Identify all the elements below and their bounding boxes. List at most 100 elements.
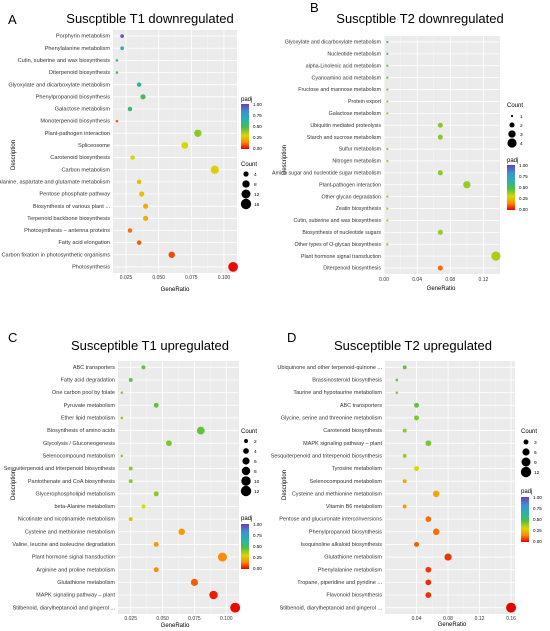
category-label: Nicotinate and nicotinamide metabolism [18, 517, 116, 523]
count-legend-label: 12 [254, 192, 260, 198]
padj-tick: 0.25 [533, 528, 542, 533]
padj-tick: 1.00 [533, 495, 542, 500]
x-tick-label: 0.100 [220, 616, 233, 622]
data-point [166, 440, 172, 447]
category-label: Glyoxylate and dicarboxylate metabolism [285, 40, 382, 46]
padj-tick: 0.50 [533, 517, 542, 522]
category-label: One carbon pool by folate [52, 390, 115, 396]
data-point [140, 94, 146, 100]
category-label: Glyoxylate and dicarboxylate metabolism [8, 82, 110, 88]
category-label: Amino sugar and nucleotide sugar metabol… [272, 170, 382, 176]
x-tick-label: 0.12 [479, 277, 489, 283]
category-label: Cysteine and methionine metabolism [292, 491, 383, 497]
count-legend-title: Count [241, 429, 257, 435]
data-point [432, 528, 440, 536]
padj-tick: 0.25 [519, 196, 528, 201]
data-point [402, 365, 407, 370]
data-point [115, 71, 119, 74]
data-point [425, 516, 432, 523]
count-legend-dot [509, 122, 515, 128]
data-point [209, 590, 218, 600]
data-point [414, 466, 419, 471]
data-point [395, 391, 399, 394]
x-tick-label: 0.08 [443, 616, 453, 622]
x-tick-label: 0.04 [412, 616, 422, 622]
count-legend-title: Count [521, 429, 537, 435]
data-point [437, 229, 443, 235]
category-label: Glycine, serine and threonine metabolism [281, 416, 383, 422]
category-label: Taurine and hypotaurine metabolism [293, 390, 382, 396]
category-label: Nucleotide metabolism [327, 51, 381, 57]
panel-a-letter: A [8, 12, 17, 27]
category-label: Diterpenoid biosynthesis [49, 70, 110, 76]
data-point [120, 416, 124, 420]
padj-tick: 1.00 [253, 102, 262, 107]
panel-b-title: Suscptible T2 downregulated [336, 11, 503, 26]
padj-tick: 0.50 [519, 185, 528, 190]
padj-tick: 0.75 [533, 506, 542, 511]
category-label: Glycerophospholipid metabolism [36, 491, 116, 497]
data-point [181, 141, 189, 149]
data-point [128, 479, 133, 484]
category-label: Phenylalanine metabolism [318, 567, 383, 573]
padj-tick: 0.25 [253, 555, 262, 560]
category-label: Tyrosine metabolism [332, 466, 383, 472]
panel-a: A Suscptible T1 downregulated Descriptio… [0, 11, 262, 293]
count-legend-dot [240, 198, 252, 210]
data-point [432, 490, 440, 498]
category-label: Selenocompound metabolism [43, 453, 116, 459]
data-point [386, 219, 389, 222]
x-tick-label: 0.00 [379, 277, 389, 283]
count-legend-dot [523, 439, 529, 445]
padj-legend-title: padj [521, 489, 532, 495]
category-label: Flavonoid biosynthesis [326, 593, 382, 599]
category-label: beta-Alanine metabolism [54, 504, 115, 510]
count-legend-label: 6 [534, 450, 537, 456]
data-point [153, 402, 159, 408]
panel-d: D Susceptible T2 upregulated Description… [271, 330, 543, 628]
count-legend-label: 2 [254, 439, 257, 445]
data-point [130, 155, 135, 160]
data-point [414, 415, 419, 421]
panel-a-plot: 0.025 0.050 0.075 0.100 Porphyrin metabolism… [0, 30, 238, 281]
category-label: Phenylpropanoid biosynthesis [309, 529, 382, 535]
data-point [153, 567, 159, 573]
data-point [143, 215, 149, 221]
padj-legend-title: padj [241, 97, 252, 103]
data-point [402, 428, 407, 433]
count-legend-dot [243, 448, 249, 454]
data-point [115, 119, 119, 123]
category-label: Plant-pathogen interaction [45, 131, 110, 137]
category-label: Brassinosteroid biosynthesis [312, 378, 382, 384]
category-label: MAPK signaling pathway – plant [36, 593, 115, 599]
data-point [120, 46, 124, 51]
category-label: Sulfur metabolism [339, 147, 382, 153]
category-label: Pyruvate metabolism [64, 403, 116, 409]
data-point [386, 147, 389, 151]
count-legend-label: 4 [254, 449, 257, 455]
panel-a-title: Suscptible T1 downregulated [66, 11, 233, 26]
count-legend-dot [522, 448, 530, 456]
data-point [136, 82, 142, 87]
count-legend-label: 9 [534, 460, 537, 466]
panel-d-legend: Count 3 6 9 12 padj 1.00 0.75 0.50 0.25 0.0… [520, 429, 542, 544]
data-point [127, 228, 133, 233]
category-label: Tropane, piperidine and pyridine ... [297, 580, 382, 586]
category-label: Cutin, suberine and wax biosynthesis [18, 58, 111, 64]
data-point [210, 165, 219, 174]
panel-b-xlabel: GeneRatio [427, 286, 456, 292]
category-label: Biosynthesis of amino acids [47, 428, 115, 434]
count-legend-dot [520, 466, 532, 478]
data-point [194, 129, 202, 137]
category-label: Plant hormone signal transduction [301, 254, 381, 260]
category-label: Stilbenoid, diarylheptanoid and gingerol… [13, 605, 116, 611]
count-legend-label: 4 [254, 172, 257, 178]
category-label: Phenylalanine metabolism [45, 46, 111, 52]
category-label: Zeatin biosynthesis [336, 206, 382, 212]
data-point [425, 592, 432, 598]
x-tick-label: 0.025 [120, 275, 133, 281]
category-label: Carbon metabolism [61, 167, 110, 173]
count-legend-label: 12 [534, 470, 540, 476]
data-point [414, 402, 419, 408]
data-point [402, 453, 407, 458]
